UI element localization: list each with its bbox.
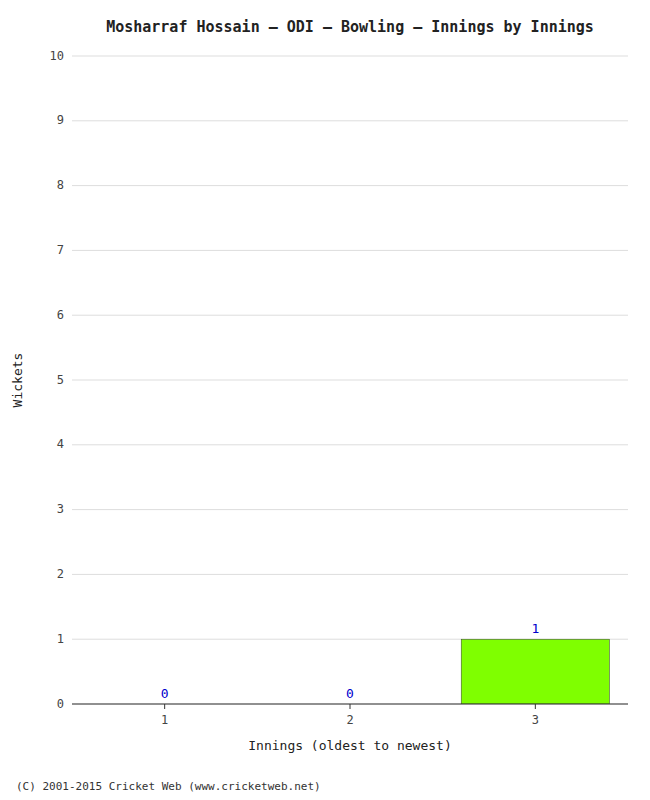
footer: (C) 2001-2015 Cricket Web (www.cricketwe…	[16, 780, 321, 793]
y-tick-label: 4	[57, 437, 64, 451]
x-tick	[535, 704, 536, 709]
y-tick-label: 6	[57, 308, 64, 322]
grid	[72, 56, 628, 704]
y-tick-label: 7	[57, 243, 64, 257]
y-tick-label: 2	[57, 567, 64, 581]
y-tick-label: 8	[57, 178, 64, 192]
grid-line	[72, 185, 628, 186]
bar	[461, 639, 609, 704]
data-label: 0	[161, 686, 169, 701]
y-tick-label: 9	[57, 113, 64, 127]
grid-line	[72, 574, 628, 575]
y-axis-label: Wickets	[10, 353, 25, 408]
y-tick-label: 10	[50, 49, 64, 63]
x-axis-label: Innings (oldest to newest)	[248, 738, 452, 753]
bars	[461, 639, 609, 704]
chart: 0 1 2 3 4 5 6 7 8 9 10 0 0 1 1 2 3 Mosharraf Hossain – OD…	[0, 0, 650, 800]
y-tick-label: 5	[57, 373, 64, 387]
grid-line	[72, 509, 628, 510]
grid-line	[72, 444, 628, 445]
x-tick-label: 3	[532, 713, 539, 727]
x-tick	[350, 704, 351, 709]
data-label: 0	[346, 686, 354, 701]
x-tick	[164, 704, 165, 709]
x-tick-label: 2	[346, 713, 353, 727]
grid-line	[72, 380, 628, 381]
data-label: 1	[531, 621, 539, 636]
y-tick-label: 1	[57, 632, 64, 646]
grid-line	[72, 315, 628, 316]
title: Mosharraf Hossain – ODI – Bowling – Inni…	[106, 18, 594, 36]
x-tick-label: 1	[161, 713, 168, 727]
grid-line	[72, 120, 628, 121]
y-tick-label: 3	[57, 502, 64, 516]
grid-line	[72, 250, 628, 251]
grid-line	[72, 56, 628, 57]
y-tick-label: 0	[57, 697, 64, 711]
